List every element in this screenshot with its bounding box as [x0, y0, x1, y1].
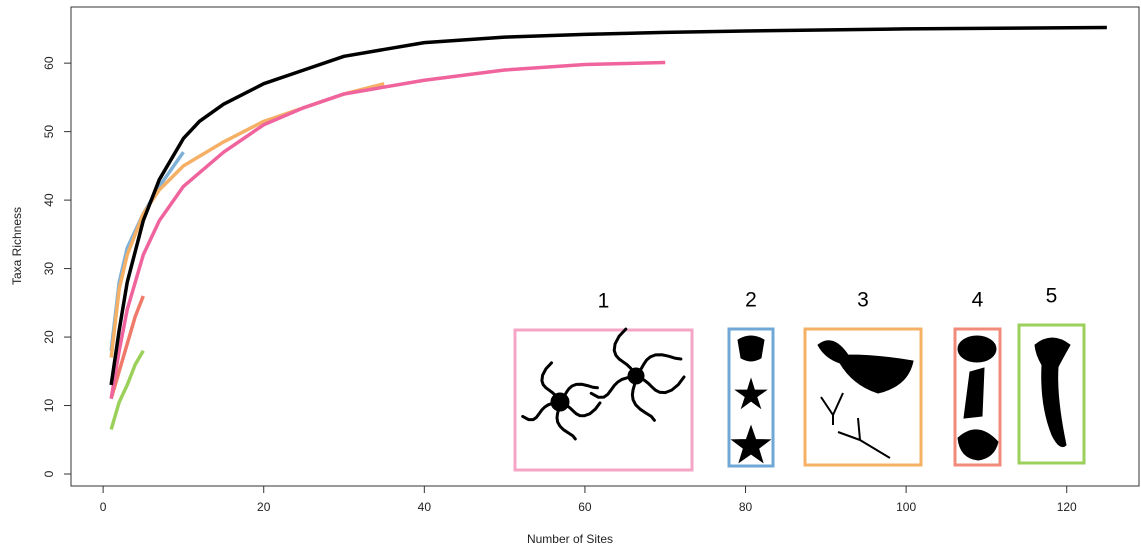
panel-box — [515, 330, 692, 470]
x-tick-label: 80 — [739, 500, 753, 514]
y-tick-label: 50 — [42, 125, 56, 139]
x-tick-label: 20 — [257, 500, 271, 514]
series-line — [111, 84, 384, 358]
panel-number: 5 — [1046, 285, 1058, 308]
silhouette — [614, 329, 636, 376]
y-axis-label: Taxa Richness — [10, 207, 24, 285]
panel-number: 2 — [745, 289, 757, 312]
x-axis-label: Number of Sites — [527, 532, 613, 546]
silhouette — [958, 430, 998, 460]
silhouette — [636, 376, 684, 393]
x-tick-label: 0 — [100, 500, 107, 514]
silhouette — [632, 376, 654, 420]
y-tick-label: 20 — [42, 330, 56, 344]
x-tick-label: 40 — [418, 500, 432, 514]
silhouette — [818, 341, 913, 393]
silhouette — [736, 379, 766, 408]
silhouette — [732, 426, 770, 462]
series-line — [111, 62, 665, 398]
y-tick-label: 30 — [42, 262, 56, 276]
y-tick-label: 40 — [42, 193, 56, 207]
silhouettes — [523, 329, 1070, 462]
silhouette — [542, 363, 560, 402]
x-tick-label: 120 — [1057, 500, 1077, 514]
silhouette — [964, 368, 984, 418]
y-tick-label: 0 — [42, 470, 56, 477]
silhouette — [821, 393, 890, 458]
panel-number: 4 — [972, 289, 984, 312]
panel-number: 1 — [598, 290, 610, 313]
silhouette — [958, 336, 996, 362]
y-tick-label: 10 — [42, 399, 56, 413]
silhouette — [1035, 338, 1070, 447]
x-tick-label: 100 — [896, 500, 916, 514]
chart: Number of Sites Taxa Richness 0204060801… — [0, 0, 1141, 553]
silhouette — [738, 336, 764, 361]
y-tick-label: 60 — [42, 56, 56, 70]
panel-number: 3 — [857, 289, 869, 312]
x-tick-label: 60 — [578, 500, 592, 514]
